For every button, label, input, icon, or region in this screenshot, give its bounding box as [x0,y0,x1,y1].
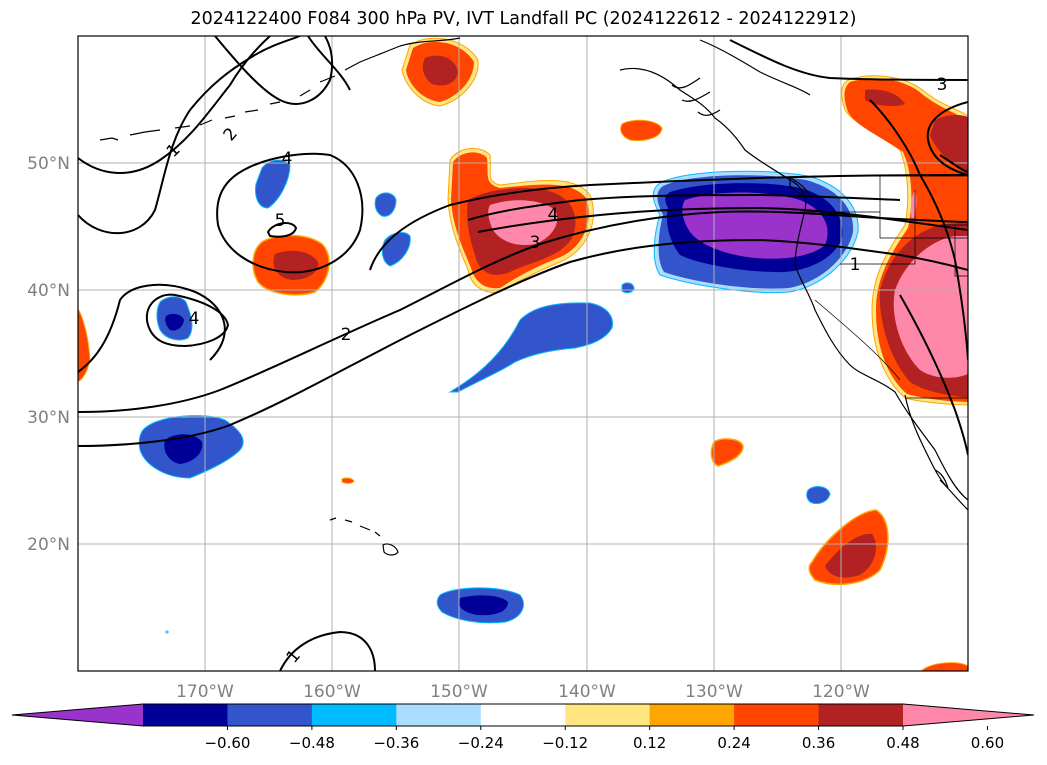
lon-tick-label: 150°W [430,682,488,702]
colorbar-cell [311,704,397,726]
pv-contours [78,36,968,671]
colorbar-outline [11,703,1035,727]
contour-label: 5 [275,211,286,231]
colorbar: −0.60 −0.48 −0.36 −0.24 −0.12 0.12 0.24 0.36 0.4… [11,703,1035,752]
lon-labels: 170°W 160°W 150°W 140°W 130°W 120°W [176,682,870,702]
colorbar-tick-label: 0.24 [717,734,750,752]
colorbar-cells [11,703,1035,727]
lon-tick-label: 140°W [558,682,616,702]
contour-label: 3 [937,75,948,95]
colorbar-cell [734,704,820,726]
lat-tick-label: 40°N [27,281,70,301]
lon-tick-label: 160°W [303,682,361,702]
contour-label: 2 [341,325,352,345]
lat-tick-label: 30°N [27,408,70,428]
contour-label: 3 [530,233,541,253]
lat-labels: 50°N 40°N 30°N 20°N [27,154,70,555]
map-title: 2024122400 F084 300 hPa PV, IVT Landfall… [190,9,857,29]
pv-field: 1 2 4 5 4 2 4 3 1 3 1 [78,36,968,671]
lon-tick-label: 120°W [812,682,870,702]
colorbar-cell [227,704,313,726]
colorbar-tick-label: 0.36 [802,734,835,752]
gridlines [78,36,968,671]
colorbar-tick-label: 0.12 [633,734,666,752]
contour-label: 4 [548,205,559,225]
map-frame [77,35,969,672]
contour-label: 1 [850,255,861,275]
colorbar-extend-low [12,704,143,726]
colorbar-tick-label: −0.24 [458,734,504,752]
colorbar-cell [649,704,735,726]
colorbar-cell [143,704,228,726]
colorbar-tick-label: −0.48 [289,734,335,752]
colorbar-tick-label: −0.60 [204,734,250,752]
colorbar-ticks: −0.60 −0.48 −0.36 −0.24 −0.12 0.12 0.24 0.36 0.4… [204,726,1004,752]
colorbar-tick-label: −0.12 [542,734,588,752]
colorbar-tick-label: −0.36 [373,734,419,752]
colorbar-cell [396,704,482,726]
lon-tick-label: 130°W [685,682,743,702]
contour-label: 4 [282,149,293,169]
colorbar-tick-label: 0.48 [886,734,919,752]
colorbar-cell [565,704,651,726]
lat-tick-label: 50°N [27,154,70,174]
contour-label: 4 [189,309,200,329]
colorbar-cell [818,704,904,726]
colorbar-tick-label: 0.60 [971,734,1004,752]
lat-tick-label: 20°N [27,535,70,555]
colorbar-cell [480,704,566,726]
colorbar-extend-high [903,704,1034,726]
lon-tick-label: 170°W [176,682,234,702]
